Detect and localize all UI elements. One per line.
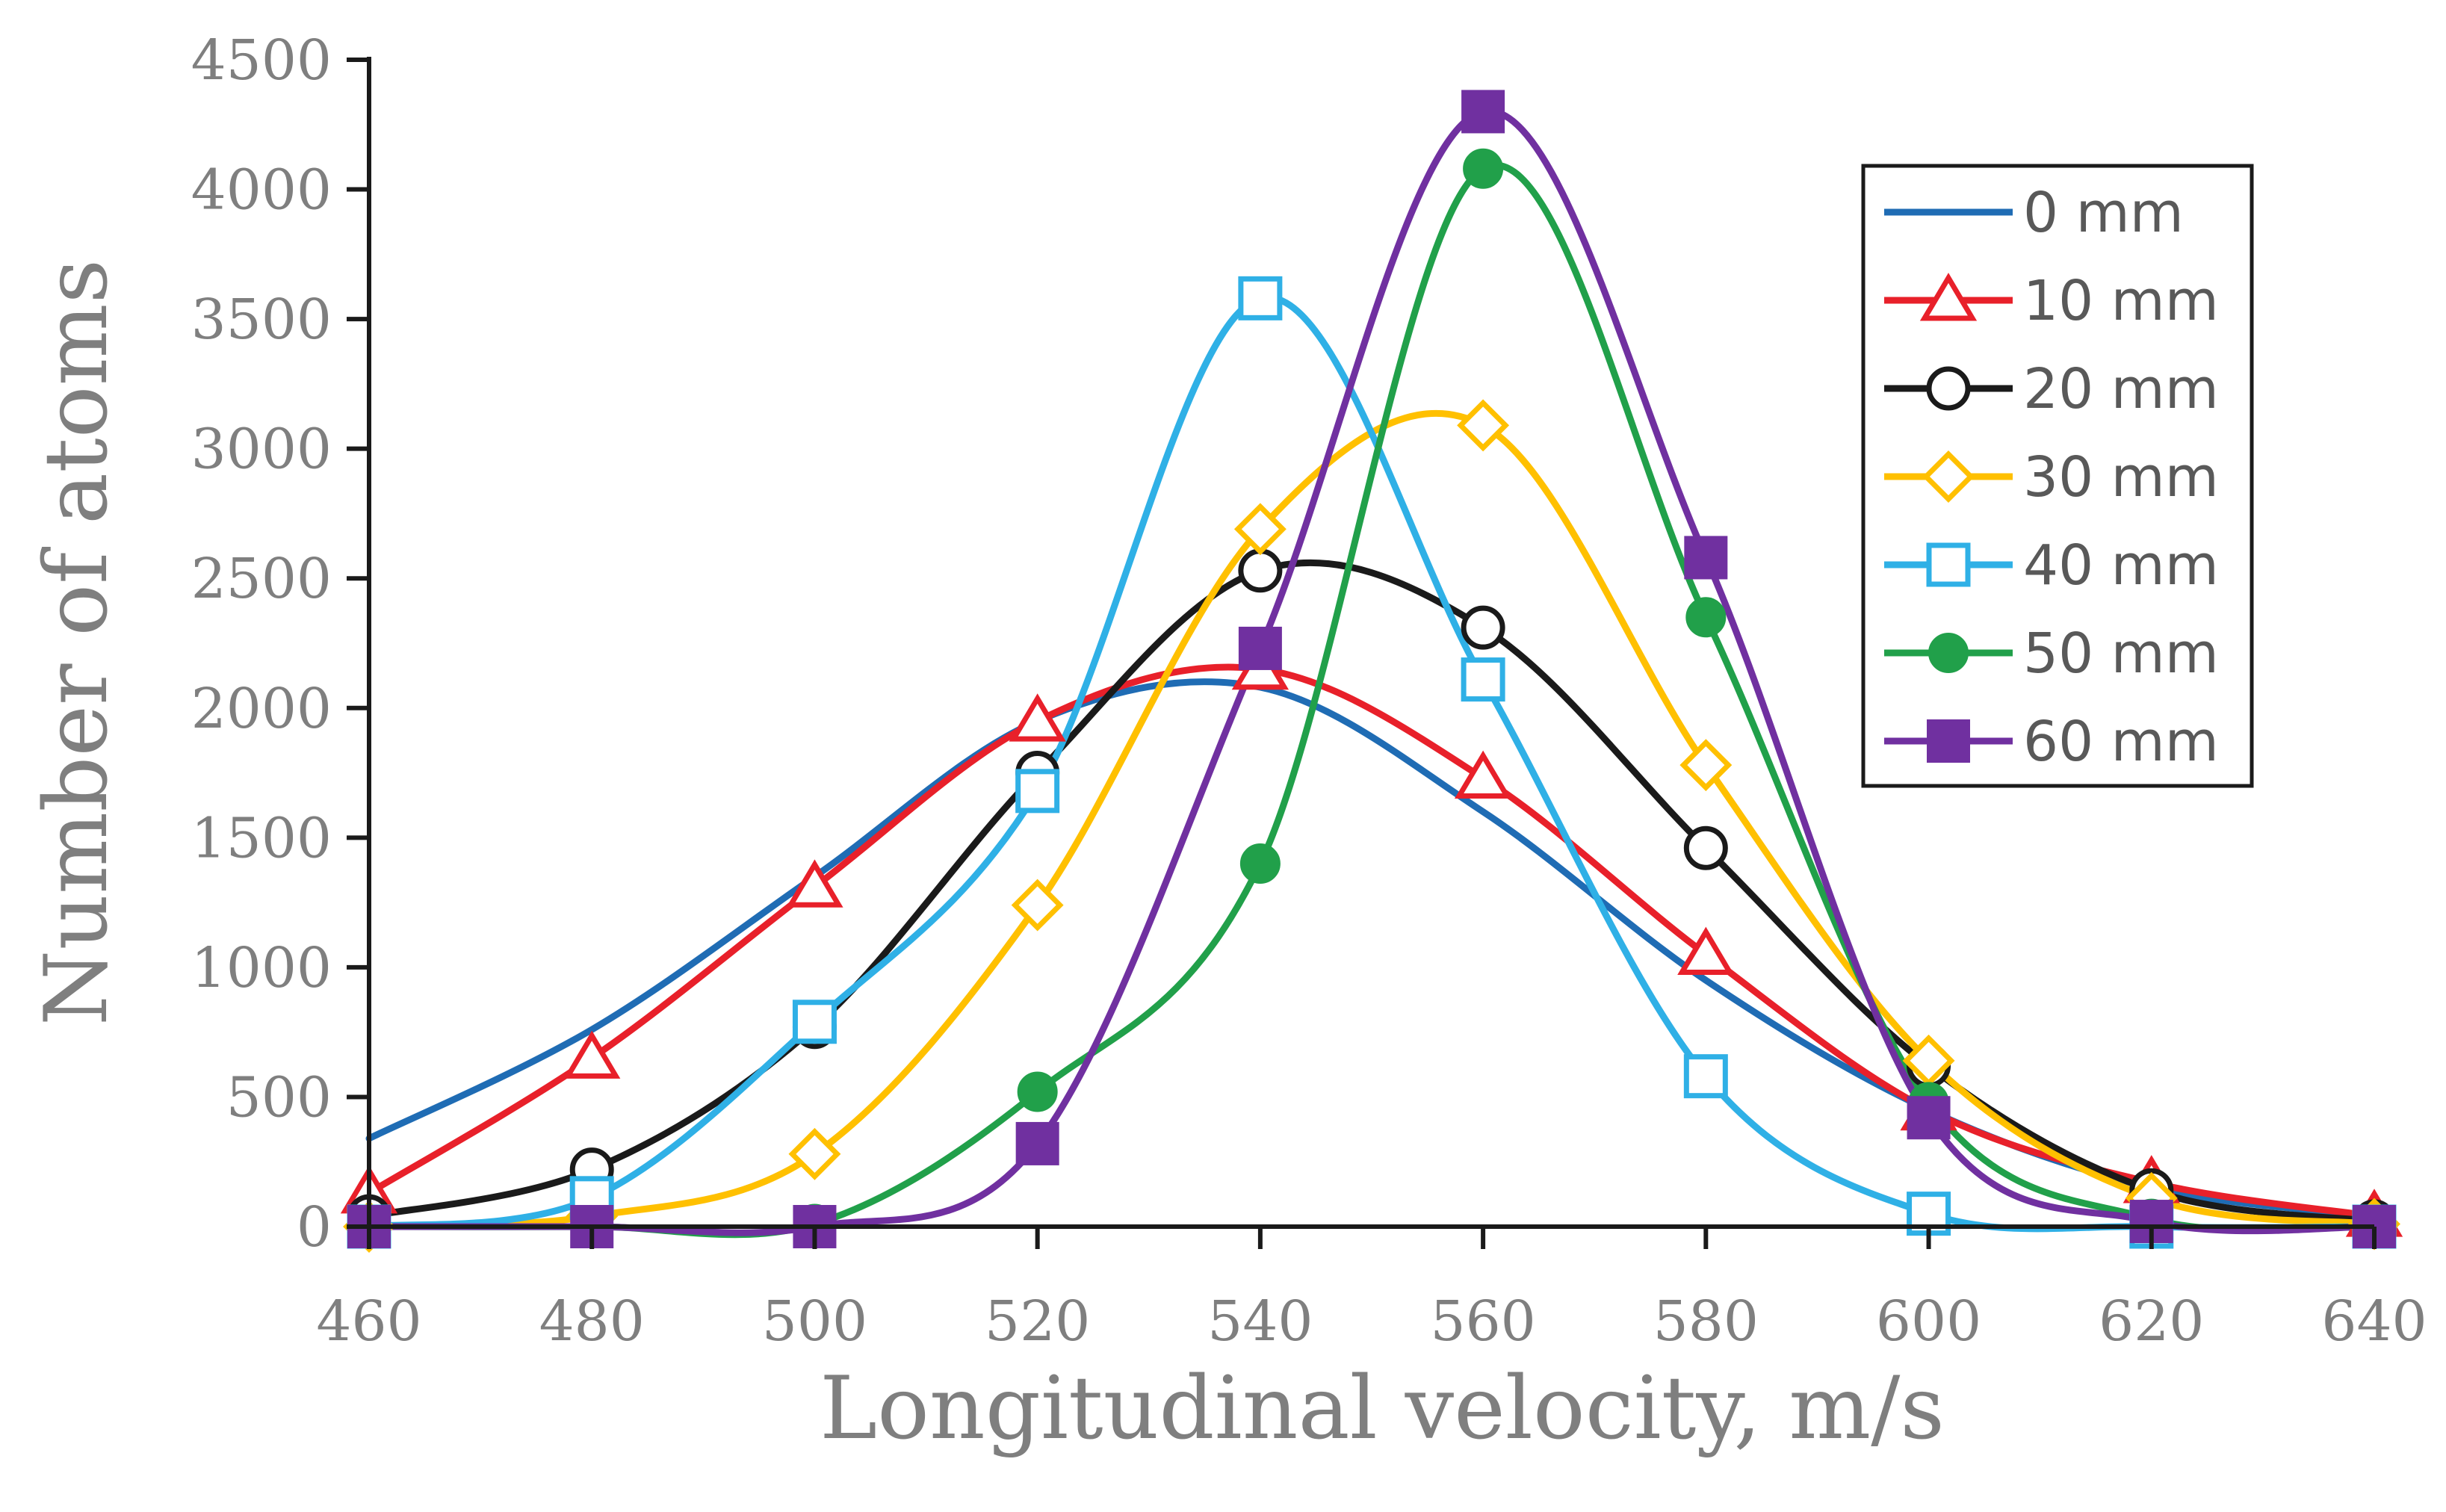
legend-label: 20 mm <box>2023 357 2219 421</box>
x-tick-label: 640 <box>2321 1289 2427 1354</box>
data-point-30-mm <box>1457 399 1510 452</box>
legend-label: 30 mm <box>2023 445 2219 509</box>
x-axis-title: Longitudinal velocity, m/s <box>820 1358 1945 1459</box>
data-point-30-mm <box>1679 739 1733 792</box>
data-point-20-mm <box>1683 825 1728 870</box>
series-line-30-mm <box>365 409 2378 1230</box>
data-point-30-mm <box>788 1127 841 1180</box>
legend-label: 50 mm <box>2023 622 2219 686</box>
y-tick-label: 2500 <box>191 547 332 611</box>
y-tick-label: 2000 <box>191 677 332 741</box>
legend-entry-60-mm: 60 mm <box>1884 710 2219 774</box>
x-tick-label: 520 <box>985 1289 1090 1354</box>
legend-swatch-marker <box>1919 273 1978 321</box>
data-point-50-mm <box>1463 148 1504 189</box>
legend-entry-40-mm: 40 mm <box>1884 533 2219 598</box>
legend-label: 40 mm <box>2023 533 2219 598</box>
y-tick-label: 500 <box>226 1065 332 1130</box>
data-point-60-mm <box>1015 1121 1059 1165</box>
data-point-60-mm <box>1461 90 1505 134</box>
legend-entry-50-mm: 50 mm <box>1884 622 2219 686</box>
data-point-40-mm <box>1683 1054 1728 1099</box>
data-point-60-mm <box>1684 536 1728 580</box>
legend-entry-10-mm: 10 mm <box>1884 269 2219 333</box>
data-point-20-mm <box>1238 548 1283 593</box>
data-point-30-mm <box>1233 503 1287 556</box>
y-tick-label: 0 <box>297 1195 332 1260</box>
data-point-40-mm <box>792 1000 837 1044</box>
x-tick-label: 480 <box>539 1289 645 1354</box>
x-tick-label: 540 <box>1207 1289 1313 1354</box>
legend-entry-30-mm: 30 mm <box>1884 445 2219 509</box>
y-tick-label: 1500 <box>191 806 332 870</box>
legend-swatch-marker <box>1928 633 1969 673</box>
legend-entry-20-mm: 20 mm <box>1884 357 2219 421</box>
x-tick-label: 600 <box>1876 1289 1981 1354</box>
data-point-10-mm <box>1677 926 1735 976</box>
legend-entry-0-mm: 0 mm <box>1884 181 2184 245</box>
series-line-20-mm <box>365 559 2378 1225</box>
data-point-20-mm <box>1461 605 1505 650</box>
y-tick-label: 4000 <box>191 158 332 223</box>
y-axis-title: Number of atoms <box>26 259 127 1026</box>
data-point-40-mm <box>1461 657 1505 702</box>
x-tick-label: 500 <box>762 1289 867 1354</box>
y-tick-label: 3500 <box>191 288 332 352</box>
legend-swatch-marker <box>1922 450 1975 503</box>
data-point-50-mm <box>1017 1071 1058 1112</box>
legend-label: 0 mm <box>2023 181 2184 245</box>
x-tick-label: 460 <box>316 1289 421 1354</box>
legend-swatch-marker <box>1926 366 1971 411</box>
legend-label: 10 mm <box>2023 269 2219 333</box>
legend-label: 60 mm <box>2023 710 2219 774</box>
data-point-40-mm <box>1015 769 1060 814</box>
data-point-50-mm <box>1239 843 1281 884</box>
data-point-30-mm <box>1011 879 1064 932</box>
data-point-10-mm <box>1009 693 1066 742</box>
y-tick-label: 1000 <box>191 936 332 1000</box>
series-line-40-mm <box>365 294 2378 1233</box>
tick-labels: 0 500 1000 1500 2000 2500 3000 3500 4000 4500 460 4… <box>191 28 2427 1354</box>
x-tick-label: 580 <box>1653 1289 1759 1354</box>
y-tick-label: 4500 <box>191 28 332 93</box>
legend: 0 mm 10 mm 20 mm 30 mm 40 mm 50 mm 60 mm <box>1861 164 2254 788</box>
data-point-50-mm <box>1685 597 1727 638</box>
data-point-10-mm <box>786 859 843 908</box>
data-point-10-mm <box>1454 750 1512 799</box>
legend-swatch-marker <box>1927 719 1970 763</box>
x-tick-label: 620 <box>2099 1289 2204 1354</box>
y-tick-label: 3000 <box>191 418 332 482</box>
series-line-10-mm <box>365 663 2378 1220</box>
x-tick-label: 560 <box>1430 1289 1535 1354</box>
legend-swatch-marker <box>1926 542 1971 587</box>
axes <box>347 57 2377 1249</box>
data-point-60-mm <box>1907 1096 1951 1140</box>
data-point-10-mm <box>563 1030 621 1079</box>
data-point-40-mm <box>1238 276 1283 320</box>
data-point-60-mm <box>1238 626 1282 670</box>
